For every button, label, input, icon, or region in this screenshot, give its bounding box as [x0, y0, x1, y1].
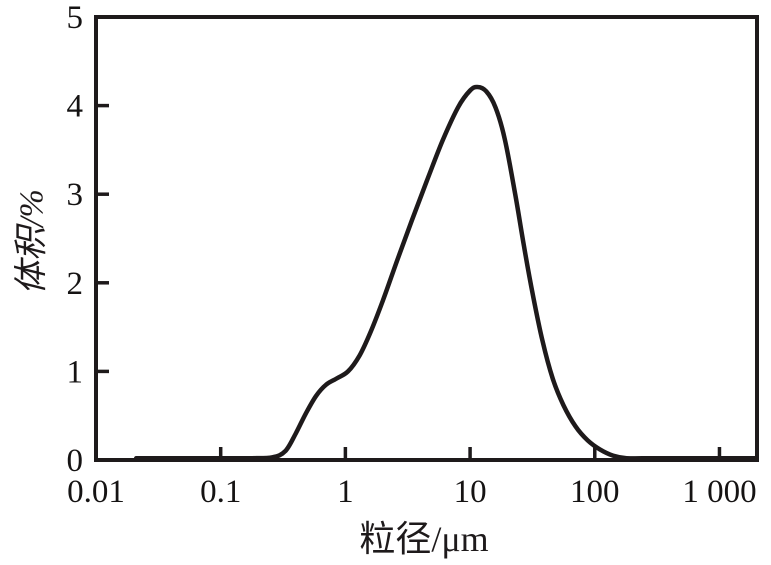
- y-tick-label: 0: [67, 443, 84, 479]
- y-tick-label: 2: [67, 266, 84, 302]
- y-tick-label: 3: [67, 177, 84, 213]
- x-tick-label: 100: [570, 474, 620, 510]
- y-tick-label: 5: [67, 0, 84, 36]
- x-tick-label: 10: [454, 474, 487, 510]
- y-axis-title: 体积/%: [13, 189, 51, 295]
- y-tick-label: 1: [67, 354, 84, 390]
- distribution-curve: [133, 84, 758, 461]
- y-tick-label: 4: [67, 89, 84, 125]
- x-axis-title: 粒径/μm: [359, 519, 489, 559]
- x-tick-label: 1 000: [682, 474, 756, 510]
- x-tick-label: 0.1: [200, 474, 241, 510]
- plot-border: [94, 15, 759, 462]
- x-tick-label: 0.01: [67, 474, 125, 510]
- x-tick-label: 1: [337, 474, 354, 510]
